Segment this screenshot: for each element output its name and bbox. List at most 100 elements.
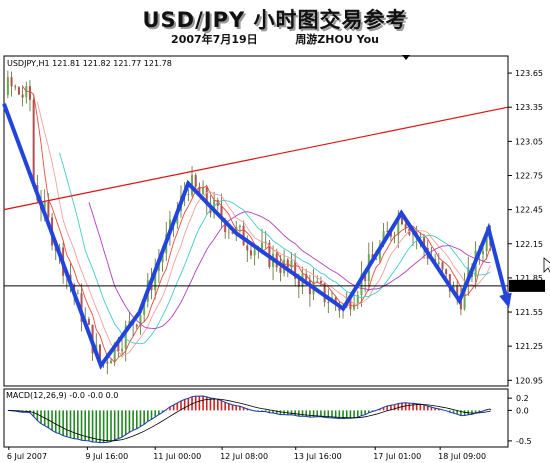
candle-body [187,194,190,195]
candle-body [253,250,256,256]
candle-body [14,86,17,88]
candle-body [87,319,90,325]
mouse-cursor-icon [543,257,550,273]
period-marker [402,55,410,60]
candle-body [400,217,403,225]
candle-body [124,325,127,349]
y-tick-label: 121.25 [515,342,543,351]
candle-body [47,201,50,218]
candle-body [356,295,359,304]
chart-subtitle: 2007年7月19日 周游ZHOU You [0,31,550,47]
y-tick-label: 121.55 [515,308,543,317]
candle-body [194,175,197,187]
candle-body [76,293,79,295]
candle-body [297,278,300,287]
candle-body [319,281,322,284]
candle-body [43,201,46,210]
macd-tick-label: -0.5 [516,437,532,446]
candle-body [113,343,116,361]
candle-body [249,250,252,256]
candle-body [143,301,146,315]
candle-body [305,273,308,280]
forecast-path [2,103,510,370]
candle-body [32,99,35,186]
candle-body [364,274,367,281]
candle-body [110,360,113,364]
candle-body [10,77,13,87]
candle-body [246,245,249,251]
candle-body [349,298,352,310]
candle-body [423,237,426,249]
candle-body [437,262,440,264]
candle-body [459,297,462,310]
y-tick-label: 123.05 [515,137,543,146]
macd-tick-label: 0.2 [516,394,529,403]
candle-body [386,231,389,232]
candle-body [242,225,245,246]
chart-title: USD/JPY 小时图交易参考 [142,8,408,32]
candle-body [441,262,444,270]
candle-body [445,269,448,275]
candle-body [6,77,9,96]
candle-body [397,217,400,236]
candle-body [224,219,227,233]
x-tick-label: 11 Jul 00:00 [153,452,201,461]
candle-body [485,231,488,252]
y-tick-label: 121.85 [515,274,543,283]
candle-body [264,241,267,243]
candle-body [382,231,385,246]
subtitle-date: 2007年7月19日 [171,33,258,46]
y-tick-label: 122.75 [515,171,543,180]
x-tick-label: 9 Jul 16:00 [85,452,128,461]
candle-body [17,87,20,95]
candle-body [139,314,142,327]
subtitle-author: 周游ZHOU You [295,33,379,46]
candle-body [21,94,24,98]
candle-body [135,324,138,327]
trendline [3,106,509,211]
x-tick-label: 6 Jul 2007 [7,452,47,461]
y-tick-label: 122.15 [515,240,543,249]
macd-line [7,395,491,444]
candle-body [404,224,407,229]
x-tick-label: 12 Jul 08:00 [220,452,268,461]
candle-body [121,348,124,352]
candle-body [220,205,223,220]
y-tick-label: 122.45 [515,206,543,215]
x-tick-label: 13 Jul 16:00 [294,452,342,461]
candle-body [227,231,230,233]
candle-body [198,186,201,195]
candle-body [481,251,484,255]
x-tick-label: 18 Jul 09:00 [438,452,486,461]
candle-body [279,267,282,273]
moving-average-4 [88,202,491,329]
candle-body [238,225,241,228]
y-tick-label: 123.35 [515,103,543,112]
candle-body [371,254,374,259]
candle-body [375,258,378,260]
current-price-badge [509,279,545,292]
candle-body [261,241,264,250]
macd-tick-label: 0.0 [516,406,529,415]
candle-body [154,270,157,291]
candle-body [25,86,28,98]
current-price-label: 121.78 [512,282,540,291]
macd-header: MACD(12,26,9) -0.0 -0.0 0.0 [6,391,118,400]
candle-body [117,343,120,352]
forecast-arrowhead [499,292,512,308]
macd-signal-line [7,398,491,442]
candle-body [456,285,459,298]
candle-body [360,274,363,296]
symbol-header: USDJPY,H1 121.81 121.82 121.77 121.78 [7,59,172,68]
candle-body [294,260,297,279]
candle-body [389,231,392,237]
y-tick-label: 120.95 [515,376,543,385]
candle-body [106,362,109,364]
candle-body [205,187,208,206]
y-tick-label: 123.65 [515,69,543,78]
candle-body [202,187,205,195]
candle-body [28,86,31,100]
candle-body [161,253,164,263]
candle-body [290,260,293,268]
